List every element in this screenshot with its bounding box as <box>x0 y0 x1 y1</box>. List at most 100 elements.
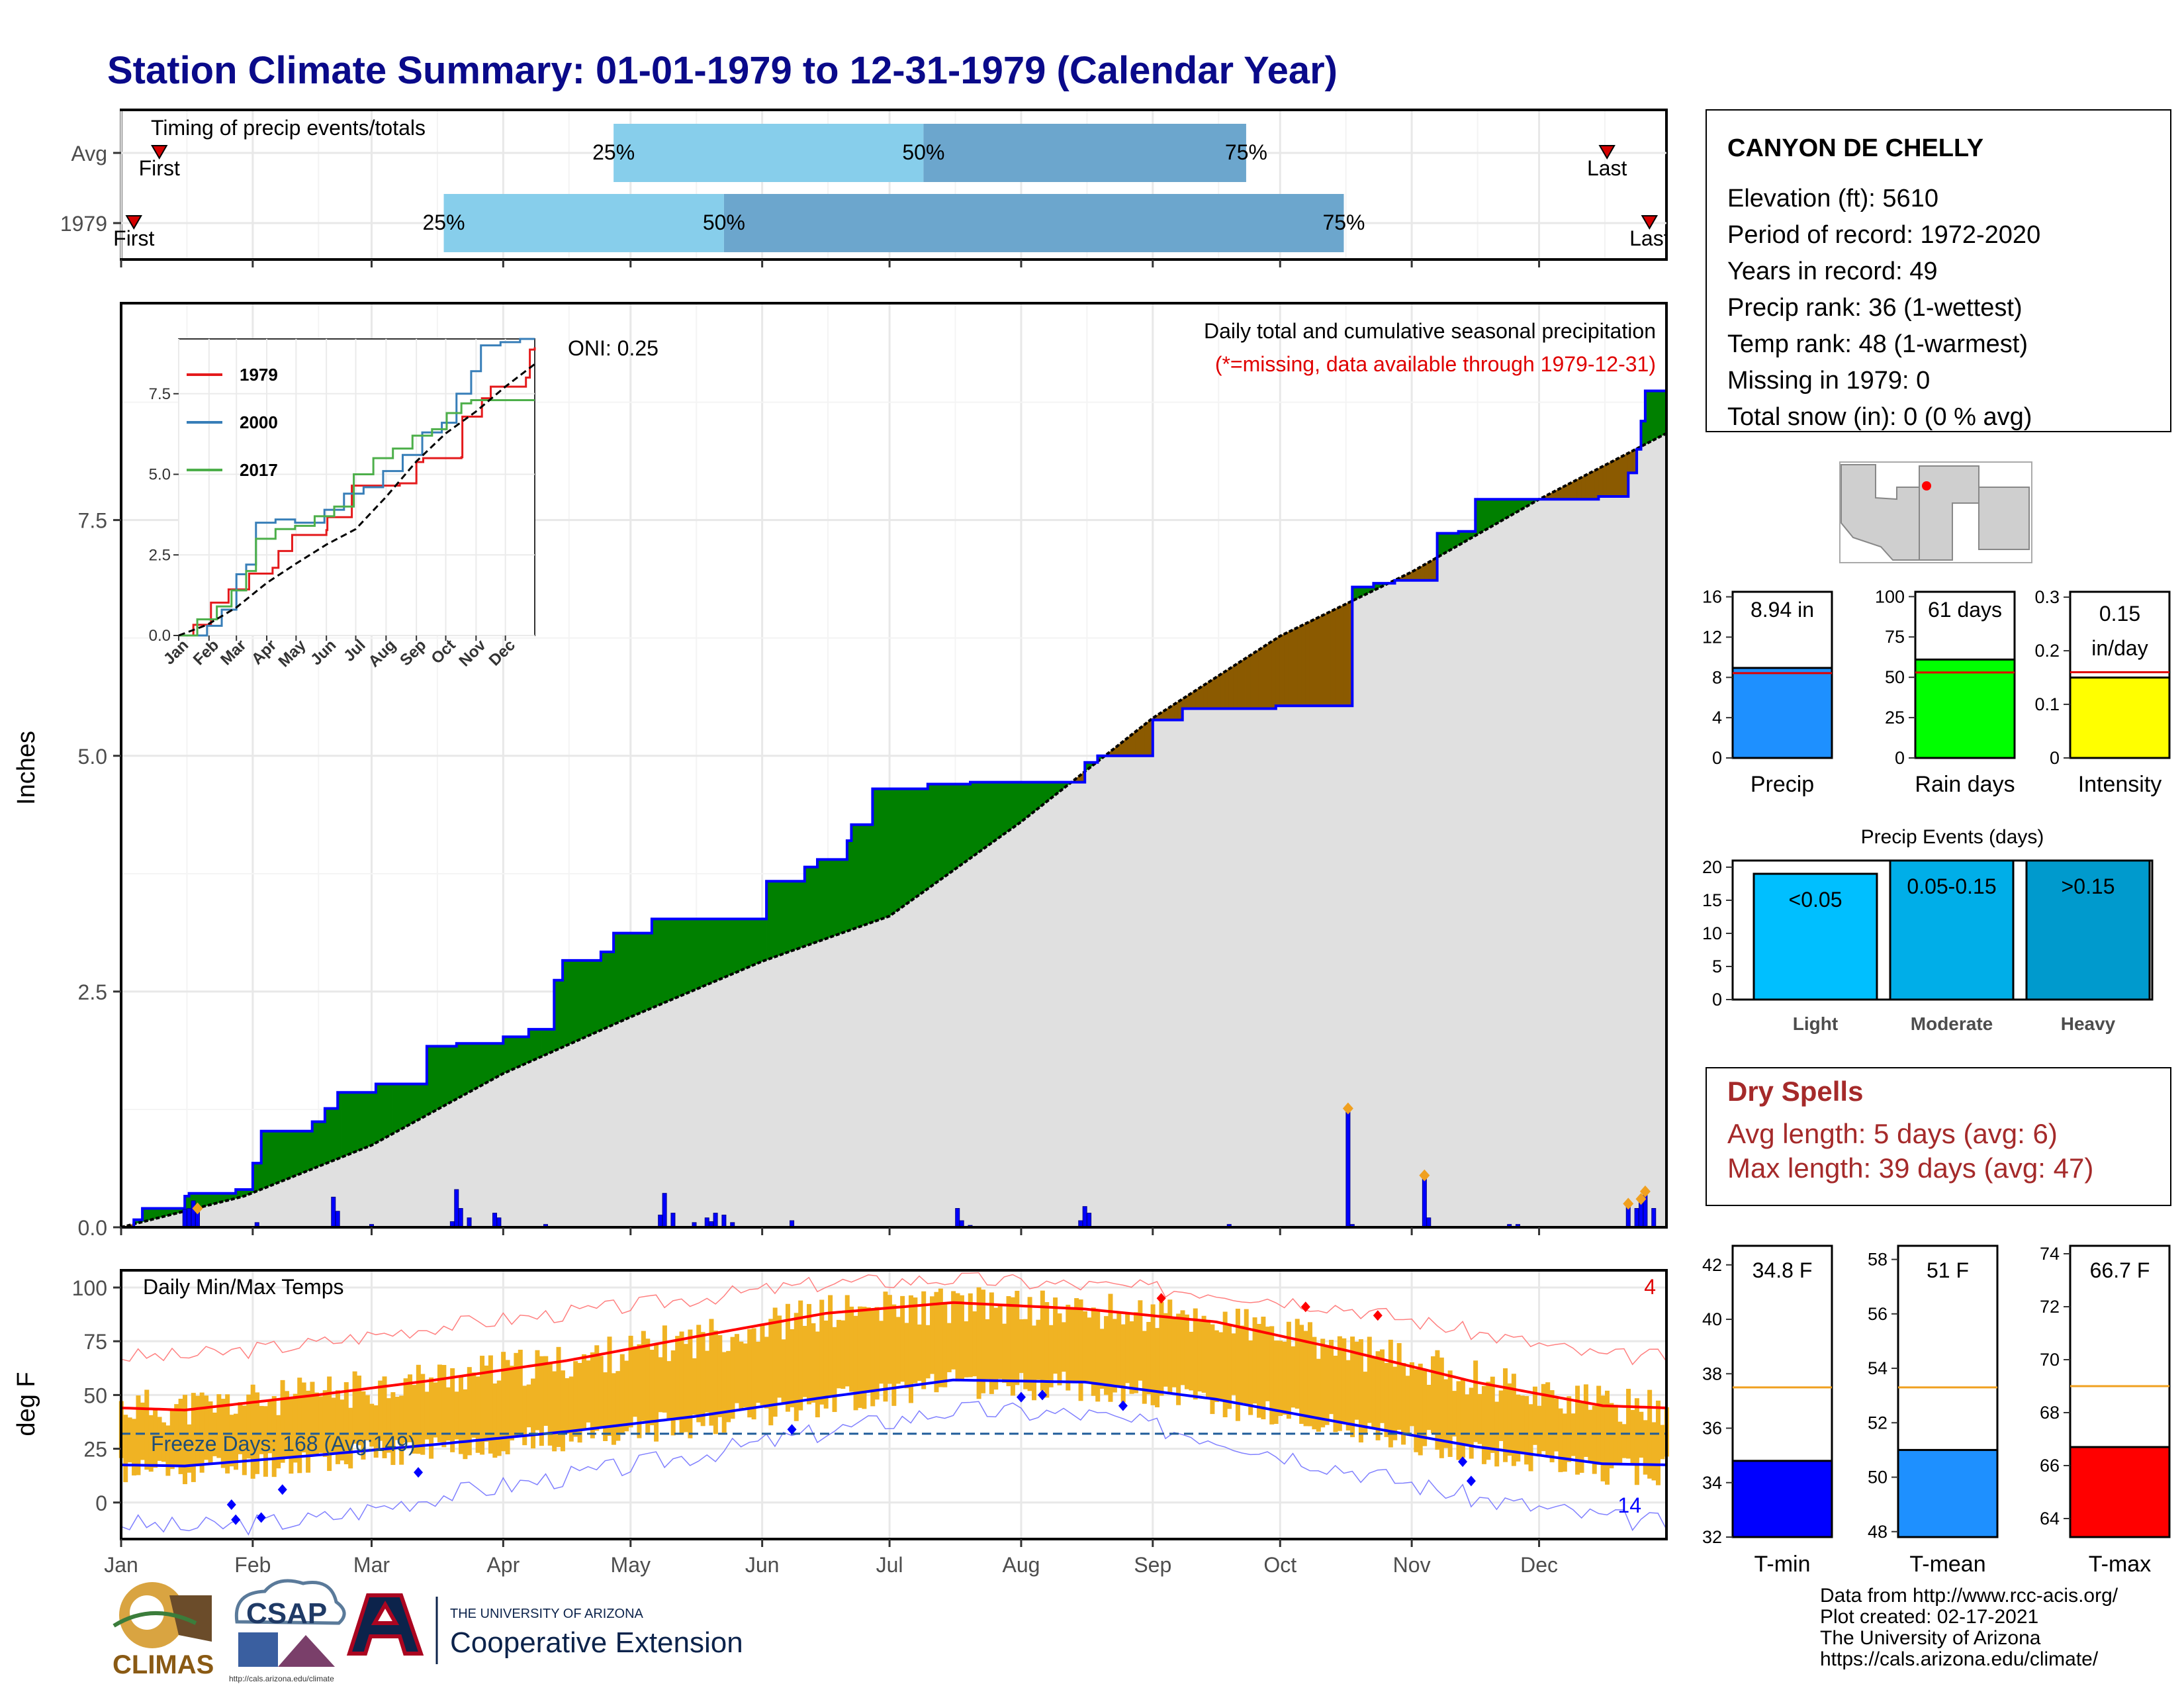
daily-temp-bar <box>1333 1356 1338 1432</box>
daily-temp-bar <box>1112 1319 1117 1393</box>
above-average-fill <box>588 960 593 1037</box>
summary-bar-fill <box>2069 1446 2171 1538</box>
daily-temp-bar <box>301 1382 306 1453</box>
daily-temp-bar <box>1265 1327 1270 1401</box>
daily-temp-bar <box>1401 1363 1406 1445</box>
daily-temp-bar <box>1342 1338 1347 1424</box>
daily-temp-bar <box>857 1306 862 1408</box>
daily-temp-bar <box>522 1385 527 1446</box>
daily-temp-bar <box>1350 1336 1355 1438</box>
above-average-fill <box>885 788 890 918</box>
month-label: Oct <box>1263 1553 1297 1577</box>
daily-temp-bar <box>1120 1324 1126 1403</box>
daily-temp-bar <box>670 1350 676 1436</box>
above-average-fill <box>583 960 588 1039</box>
above-average-fill <box>439 1046 444 1109</box>
above-average-fill <box>579 960 584 1040</box>
above-average-fill <box>1504 498 1510 520</box>
daily-temp-bar <box>798 1300 803 1411</box>
below-average-fill <box>1339 604 1344 706</box>
temp-y-tick-label: 25 <box>83 1438 107 1462</box>
above-average-fill <box>307 1131 312 1171</box>
timing-pct-label: 75% <box>1225 140 1267 164</box>
daily-temp-bar <box>862 1306 867 1409</box>
above-average-fill <box>694 918 699 991</box>
record-low-count: 14 <box>1617 1493 1641 1517</box>
summary-bar-y-tick-label: 12 <box>1702 627 1722 647</box>
above-average-fill <box>516 1036 521 1068</box>
daily-temp-bar <box>458 1375 463 1454</box>
precip-header: Daily total and cumulative seasonal prec… <box>1204 319 1656 343</box>
daily-temp-bar <box>772 1307 778 1417</box>
daily-temp-bar <box>951 1291 956 1370</box>
above-average-fill <box>367 1092 372 1148</box>
below-average-fill <box>1293 627 1298 706</box>
above-average-fill <box>719 918 725 980</box>
daily-temp-bar <box>280 1380 285 1463</box>
daily-temp-bar <box>781 1339 786 1405</box>
daily-temp-bar <box>445 1387 451 1441</box>
daily-temp-bar <box>1069 1307 1075 1383</box>
summary-bar-y-tick-label: 70 <box>2040 1350 2060 1370</box>
climas-logo: CLIMAS <box>113 1582 214 1679</box>
above-average-fill <box>783 880 788 955</box>
summary-bar-y-tick-label: 36 <box>1702 1419 1722 1438</box>
daily-temp-bar <box>501 1352 506 1452</box>
summary-bar-y-tick-label: 68 <box>2040 1403 2060 1423</box>
daily-temp-bar <box>1354 1341 1359 1420</box>
above-average-fill <box>715 918 720 982</box>
daily-temp-bar <box>662 1325 667 1413</box>
daily-temp-bar <box>547 1362 553 1446</box>
precip-event-bar-label: 0.05-0.15 <box>1907 874 1996 898</box>
below-average-fill <box>1615 457 1620 497</box>
above-average-fill <box>405 1084 410 1127</box>
daily-temp-bar <box>191 1393 196 1482</box>
daily-precip-bar <box>1651 1208 1657 1228</box>
daily-temp-bar <box>1193 1308 1198 1400</box>
above-average-fill <box>711 918 716 984</box>
daily-temp-bar <box>577 1362 582 1443</box>
daily-temp-bar <box>1240 1325 1245 1403</box>
month-label: Nov <box>1393 1553 1431 1577</box>
daily-temp-bar <box>1367 1336 1372 1423</box>
daily-temp-bar <box>964 1321 969 1378</box>
above-average-fill <box>396 1084 402 1132</box>
daily-temp-bar <box>692 1358 697 1415</box>
above-average-fill <box>481 1043 486 1086</box>
above-average-fill <box>643 933 648 1012</box>
above-average-fill <box>821 859 827 941</box>
daily-temp-bar <box>1095 1311 1101 1402</box>
daily-temp-bar <box>1010 1297 1015 1396</box>
above-average-fill <box>329 1108 334 1163</box>
daily-temp-bar <box>959 1295 964 1381</box>
daily-temp-bar <box>1545 1382 1551 1456</box>
daily-precip-marker <box>1623 1197 1634 1210</box>
month-label: Aug <box>1002 1553 1040 1577</box>
daily-temp-bar <box>369 1403 375 1447</box>
below-average-fill <box>1314 617 1319 706</box>
daily-temp-bar <box>543 1356 549 1426</box>
daily-temp-bar <box>1066 1305 1071 1391</box>
timing-bar-25-50 <box>443 194 724 252</box>
daily-temp-bar <box>908 1295 913 1403</box>
daily-temp-bar <box>399 1395 404 1465</box>
location-map <box>1839 461 2032 563</box>
daily-temp-bar <box>1371 1357 1377 1429</box>
station-info-line: Temp rank: 48 (1-warmest) <box>1727 330 2028 358</box>
normal-max-line <box>120 1301 1667 1412</box>
station-info-line: Missing in 1979: 0 <box>1727 367 1930 395</box>
daily-temp-bar <box>535 1350 540 1430</box>
above-average-fill <box>927 784 933 890</box>
inset-series-line <box>179 399 535 637</box>
above-average-fill <box>414 1084 419 1123</box>
daily-temp-bar <box>1396 1342 1402 1430</box>
above-average-fill <box>728 918 733 976</box>
daily-temp-bar <box>539 1356 544 1446</box>
timing-pct-label: 75% <box>1322 211 1365 234</box>
daily-temp-bar <box>187 1424 192 1473</box>
precip-event-bar <box>2025 859 2151 1001</box>
above-average-fill <box>838 859 843 935</box>
missing-note: (*=missing, data available through 1979-… <box>1215 352 1656 376</box>
daily-temp-bar <box>289 1398 294 1474</box>
daily-temp-bar <box>1142 1331 1147 1404</box>
